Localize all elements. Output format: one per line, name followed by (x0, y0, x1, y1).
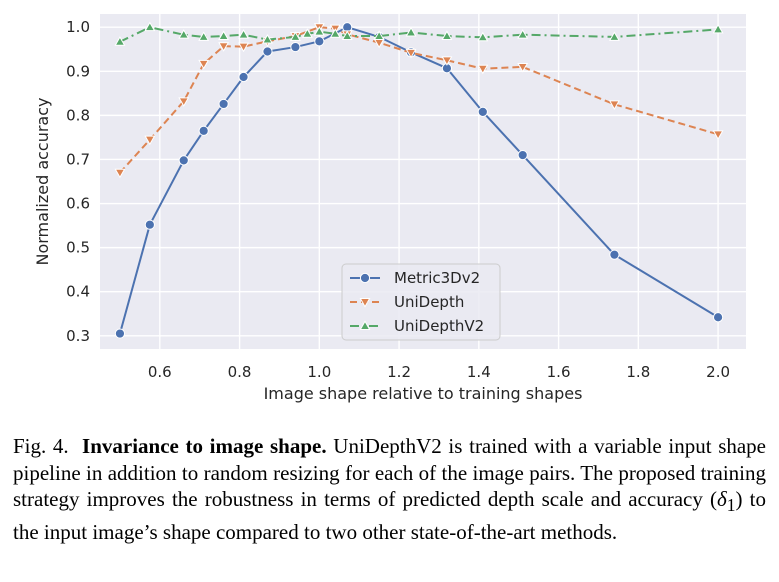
data-point-unidepthv2 (144, 21, 156, 32)
data-point-metric3dv2 (314, 36, 325, 47)
data-point-unidepth (198, 59, 210, 70)
data-point-unidepthv2 (477, 31, 489, 42)
legend-entry-metric3dv2: Metric3Dv2 (350, 269, 480, 287)
x-tick-label: 0.6 (148, 363, 172, 381)
data-point-unidepthv2 (198, 31, 210, 41)
data-point-unidepthv2 (608, 31, 620, 41)
series-unidepthv2 (114, 21, 724, 46)
caption-math-subscript: 1 (726, 495, 736, 516)
legend-label-unidepthv2: UniDepthV2 (394, 317, 484, 335)
data-point-unidepthv2 (712, 23, 724, 34)
data-point-unidepthv2 (114, 36, 126, 46)
data-point-metric3dv2 (178, 155, 189, 166)
data-point-unidepthv2 (238, 29, 250, 39)
legend-label-metric3dv2: Metric3Dv2 (394, 269, 480, 287)
figure-caption: Fig. 4. Invariance to image shape. UniDe… (13, 433, 766, 545)
x-tick-label: 1.2 (387, 363, 411, 381)
y-tick-label: 1.0 (66, 18, 90, 36)
data-point-unidepthv2 (313, 26, 325, 36)
data-point-unidepth (178, 97, 190, 107)
data-point-metric3dv2 (712, 312, 724, 323)
data-point-metric3dv2 (290, 41, 301, 53)
series-layer (114, 21, 724, 339)
data-point-unidepthv2 (218, 30, 230, 40)
x-tick-label: 1.8 (626, 363, 650, 381)
x-tick-label: 1.4 (467, 363, 491, 381)
legend-entry-unidepthv2: UniDepthV2 (350, 317, 484, 335)
y-tick-label: 0.5 (66, 239, 90, 257)
data-point-metric3dv2 (262, 46, 273, 57)
data-point-unidepthv2 (405, 26, 417, 37)
legend-marker-unidepthv2 (359, 320, 371, 330)
data-point-metric3dv2 (477, 106, 488, 117)
legend-label-unidepth: UniDepth (394, 293, 464, 311)
data-point-metric3dv2 (114, 328, 126, 339)
caption-math-symbol: δ (717, 487, 727, 511)
y-tick-label: 0.8 (66, 106, 90, 124)
data-point-metric3dv2 (144, 219, 155, 230)
y-axis-label: Normalized accuracy (33, 97, 52, 265)
data-point-unidepth (477, 64, 489, 75)
data-point-metric3dv2 (218, 98, 229, 110)
legend: Metric3Dv2 UniDepth UniDepthV2 (341, 263, 501, 341)
y-tick-label: 0.4 (66, 283, 90, 301)
data-point-unidepthv2 (341, 30, 353, 40)
data-point-metric3dv2 (609, 249, 620, 260)
data-point-unidepthv2 (289, 31, 301, 41)
data-point-unidepthv2 (329, 28, 341, 38)
legend-entry-unidepth: UniDepth (350, 293, 464, 311)
line-chart: 0.3 0.4 0.5 0.6 0.7 0.8 0.9 1.0 0.6 0.8 1.0 1.2 1.4… (33, 14, 746, 403)
x-tick-label: 1.0 (307, 363, 331, 381)
data-point-unidepthv2 (178, 29, 190, 39)
data-point-unidepth (712, 130, 724, 140)
data-point-unidepth (608, 100, 620, 110)
data-point-unidepth (517, 62, 529, 73)
data-point-metric3dv2 (238, 71, 249, 83)
data-point-metric3dv2 (198, 125, 209, 136)
legend-box (341, 263, 501, 341)
caption-body-end: ) to the input image’s shape compared to… (13, 487, 767, 544)
data-point-metric3dv2 (517, 149, 528, 161)
caption-heading: Invariance to image shape. (82, 434, 327, 458)
data-point-unidepth (405, 48, 417, 59)
data-point-unidepthv2 (262, 33, 273, 44)
legend-marker-unidepth (359, 298, 371, 308)
caption-label: Fig. 4. (13, 434, 69, 458)
y-axis-ticks: 0.3 0.4 0.5 0.6 0.7 0.8 0.9 1.0 (66, 18, 90, 345)
x-axis-ticks: 0.6 0.8 1.0 1.2 1.4 1.6 1.8 2.0 (148, 363, 730, 381)
data-point-unidepth (218, 42, 230, 52)
data-point-unidepthv2 (517, 29, 529, 39)
data-point-unidepth (441, 56, 453, 66)
y-tick-label: 0.3 (66, 327, 90, 345)
data-point-unidepth (144, 135, 156, 146)
data-point-unidepth (114, 168, 126, 179)
caption-body: UniDepthV2 is trained with a variable in… (13, 434, 767, 511)
x-axis-label: Image shape relative to training shapes (264, 384, 583, 403)
data-point-unidepthv2 (441, 30, 453, 40)
x-tick-label: 0.8 (228, 363, 252, 381)
y-tick-label: 0.7 (66, 150, 90, 168)
y-tick-label: 0.6 (66, 195, 90, 213)
data-point-unidepthv2 (373, 30, 385, 40)
y-tick-label: 0.9 (66, 62, 90, 80)
data-point-unidepthv2 (301, 28, 313, 38)
x-tick-label: 1.6 (547, 363, 571, 381)
data-point-unidepth (238, 42, 250, 53)
legend-marker-metric3dv2 (359, 272, 371, 284)
x-tick-label: 2.0 (706, 363, 730, 381)
